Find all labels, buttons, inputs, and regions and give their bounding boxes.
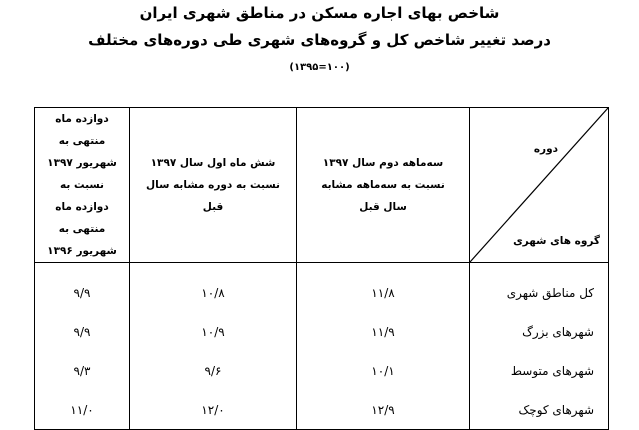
rent-index-table: دوره گروه های شهری سه‌ماهه دوم سال ۱۳۹۷ … [34, 107, 609, 430]
row-label: شهرهای متوسط [469, 351, 609, 390]
table-title: شاخص بهای اجاره مسکن در مناطق شهری ایران [139, 4, 500, 22]
base-year-note: (۱۰۰=۱۳۹۵) [289, 62, 350, 73]
row-label: کل مناطق شهری [469, 262, 609, 312]
cell-value: ۱۱/۹ [296, 312, 470, 351]
column-header-12m: دوازده ماه منتهی به شهریور ۱۳۹۷ نسبت به … [34, 107, 130, 263]
column-header-h1: شش ماه اول سال ۱۳۹۷ نسبت به دوره مشابه س… [129, 107, 297, 263]
cell-value: ۹/۹ [34, 262, 130, 312]
corner-header: دوره گروه های شهری [469, 107, 609, 263]
period-label: دوره [533, 143, 558, 155]
table-row: شهرهای متوسط ۱۰/۱ ۹/۶ ۹/۳ [34, 351, 609, 390]
cell-value: ۹/۶ [129, 351, 297, 390]
cell-value: ۱۰/۱ [296, 351, 470, 390]
cell-value: ۱۰/۹ [129, 312, 297, 351]
row-label: شهرهای بزرگ [469, 312, 609, 351]
table-row: کل مناطق شهری ۱۱/۸ ۱۰/۸ ۹/۹ [34, 262, 609, 312]
city-group-label: گروه های شهری [513, 235, 600, 247]
cell-value: ۱۱/۰ [34, 390, 130, 430]
table-subtitle: درصد تغییر شاخص کل و گروه‌های شهری طی دو… [88, 31, 551, 49]
cell-value: ۹/۹ [34, 312, 130, 351]
cell-value: ۱۲/۹ [296, 390, 470, 430]
row-label: شهرهای کوچک [469, 390, 609, 430]
diagonal-divider [470, 108, 608, 262]
header-row: دوره گروه های شهری سه‌ماهه دوم سال ۱۳۹۷ … [34, 107, 609, 263]
table-row: شهرهای بزرگ ۱۱/۹ ۱۰/۹ ۹/۹ [34, 312, 609, 351]
cell-value: ۱۱/۸ [296, 262, 470, 312]
cell-value: ۱۰/۸ [129, 262, 297, 312]
column-header-q2: سه‌ماهه دوم سال ۱۳۹۷ نسبت به سه‌ماهه مشا… [296, 107, 470, 263]
cell-value: ۱۲/۰ [129, 390, 297, 430]
cell-value: ۹/۳ [34, 351, 130, 390]
table-row: شهرهای کوچک ۱۲/۹ ۱۲/۰ ۱۱/۰ [34, 390, 609, 430]
